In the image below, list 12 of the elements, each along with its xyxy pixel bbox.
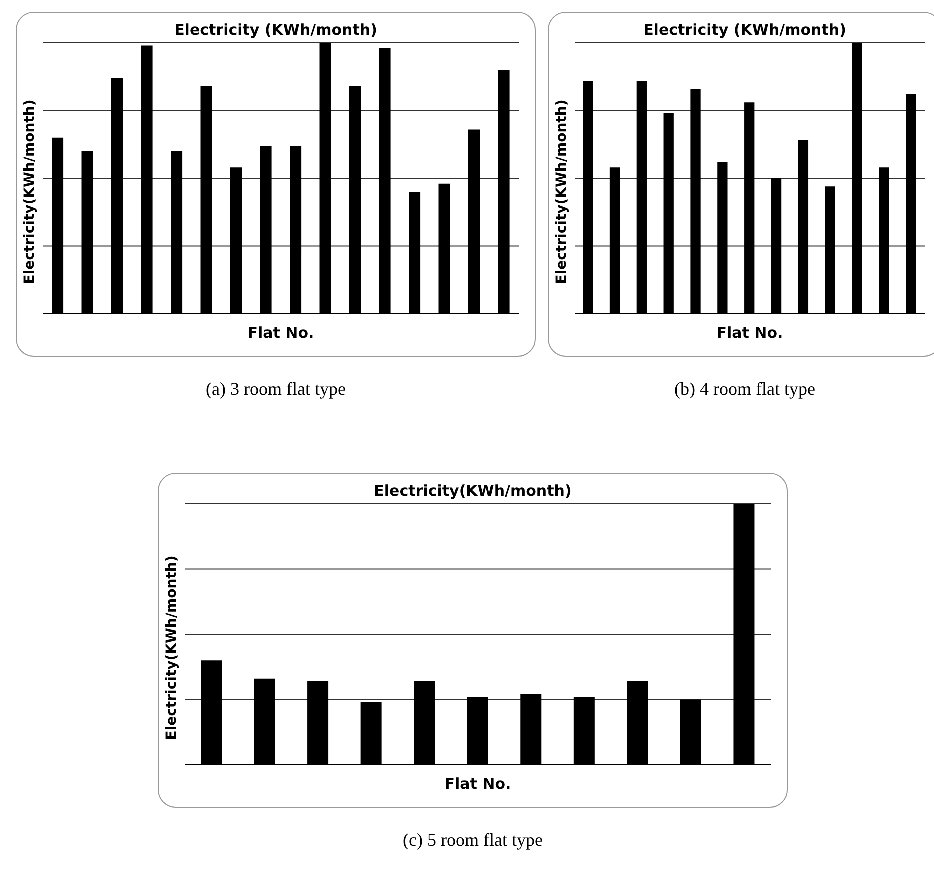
x-axis-title: Flat No. — [444, 775, 512, 793]
text: (a) 3 room flat type — [205, 379, 347, 400]
chart-title: Electricity (KWh/month) — [174, 21, 378, 39]
text: (c) 5 room flat type — [402, 830, 544, 851]
chart-title: Electricity (KWh/month) — [642, 21, 848, 39]
chart-title: Electricity(KWh/month) — [373, 482, 573, 500]
x-axis-title: Flat No. — [248, 324, 314, 342]
text: (b) 4 room flat type — [674, 379, 816, 400]
y-axis-title: Electricity(KWh/month) — [554, 99, 570, 284]
y-axis-title: Electricity(KWh/month) — [22, 99, 38, 284]
x-axis-title: Flat No. — [716, 324, 784, 342]
y-axis-title: Electricity(KWh/month) — [164, 555, 180, 740]
